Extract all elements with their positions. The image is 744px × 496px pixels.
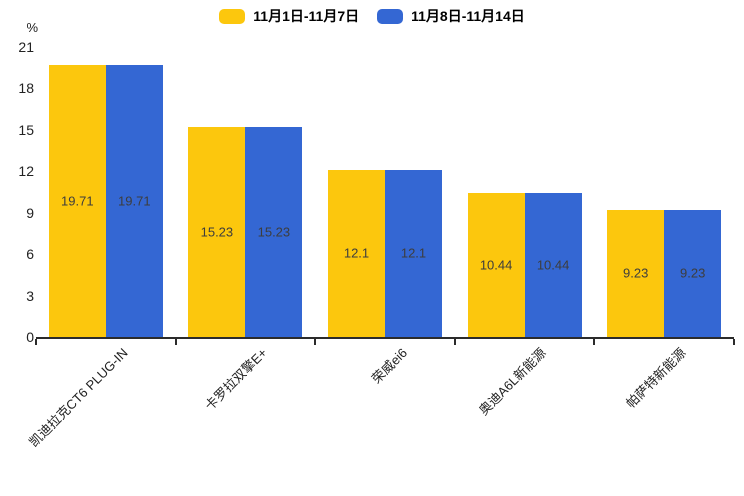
x-axis-tick (35, 339, 37, 345)
bar[interactable]: 12.1 (385, 169, 442, 337)
bar[interactable]: 12.1 (328, 169, 385, 337)
y-axis-tick-label: 15 (18, 121, 34, 138)
y-axis-tick-label: 6 (26, 246, 34, 263)
x-axis-tick (314, 339, 317, 345)
bar-value-label: 19.71 (61, 193, 94, 209)
plot-area: 19.71 19.71 15.23 15.23 12.1 12.1 10.44 10.44 9.… (36, 47, 734, 339)
y-axis-unit-label: % (26, 20, 38, 35)
legend-swatch-week2-icon (377, 8, 404, 24)
x-axis-label: 凯迪拉克CT6 PLUG-IN (25, 345, 131, 450)
bar-value-label: 15.23 (200, 224, 234, 240)
x-axis-label: 奥迪A6L新能源 (476, 345, 550, 419)
x-axis-label: 帕萨特新能源 (623, 345, 689, 411)
y-axis-tick-label: 18 (18, 80, 34, 97)
legend: 11月1日-11月7日 11月8日-11月14日 (0, 7, 744, 25)
legend-label-week1: 11月1日-11月7日 (253, 8, 360, 24)
legend-item-week2[interactable]: 11月8日-11月14日 (377, 7, 525, 25)
y-axis-tick-label: 12 (18, 163, 34, 180)
y-axis-tick-label: 3 (26, 287, 34, 304)
x-axis-tick (593, 339, 596, 345)
y-axis-tick-label: 9 (26, 204, 34, 221)
bar-value-label: 10.44 (479, 257, 513, 273)
x-axis-label: 荣威ei6 (368, 345, 410, 387)
y-axis-tick-label: 0 (26, 329, 34, 345)
bar-value-label: 19.71 (118, 193, 151, 209)
bar[interactable]: 10.44 (524, 192, 582, 337)
bar-value-label: 9.23 (623, 265, 649, 281)
x-axis-label: 卡罗拉双擎E+ (202, 345, 271, 414)
bar[interactable]: 9.23 (607, 209, 665, 337)
x-axis-tick (733, 339, 735, 345)
bar[interactable]: 15.23 (245, 126, 303, 337)
bar-value-label: 9.23 (680, 265, 706, 281)
legend-swatch-week1-icon (219, 8, 246, 24)
bar[interactable]: 19.71 (105, 64, 163, 337)
x-axis-tick (453, 339, 456, 345)
x-axis-tick (174, 339, 177, 345)
bar-value-label: 10.44 (536, 257, 570, 273)
y-axis-tick-label: 21 (18, 39, 34, 55)
bar-value-label: 15.23 (257, 224, 291, 240)
bar[interactable]: 9.23 (664, 209, 722, 337)
legend-label-week2: 11月8日-11月14日 (411, 8, 525, 24)
bar-value-label: 12.1 (400, 245, 427, 261)
bar[interactable]: 10.44 (467, 192, 525, 337)
bar[interactable]: 19.71 (48, 64, 106, 337)
bar[interactable]: 15.23 (188, 126, 246, 337)
bar-value-label: 12.1 (343, 245, 370, 261)
legend-item-week1[interactable]: 11月1日-11月7日 (219, 7, 359, 25)
